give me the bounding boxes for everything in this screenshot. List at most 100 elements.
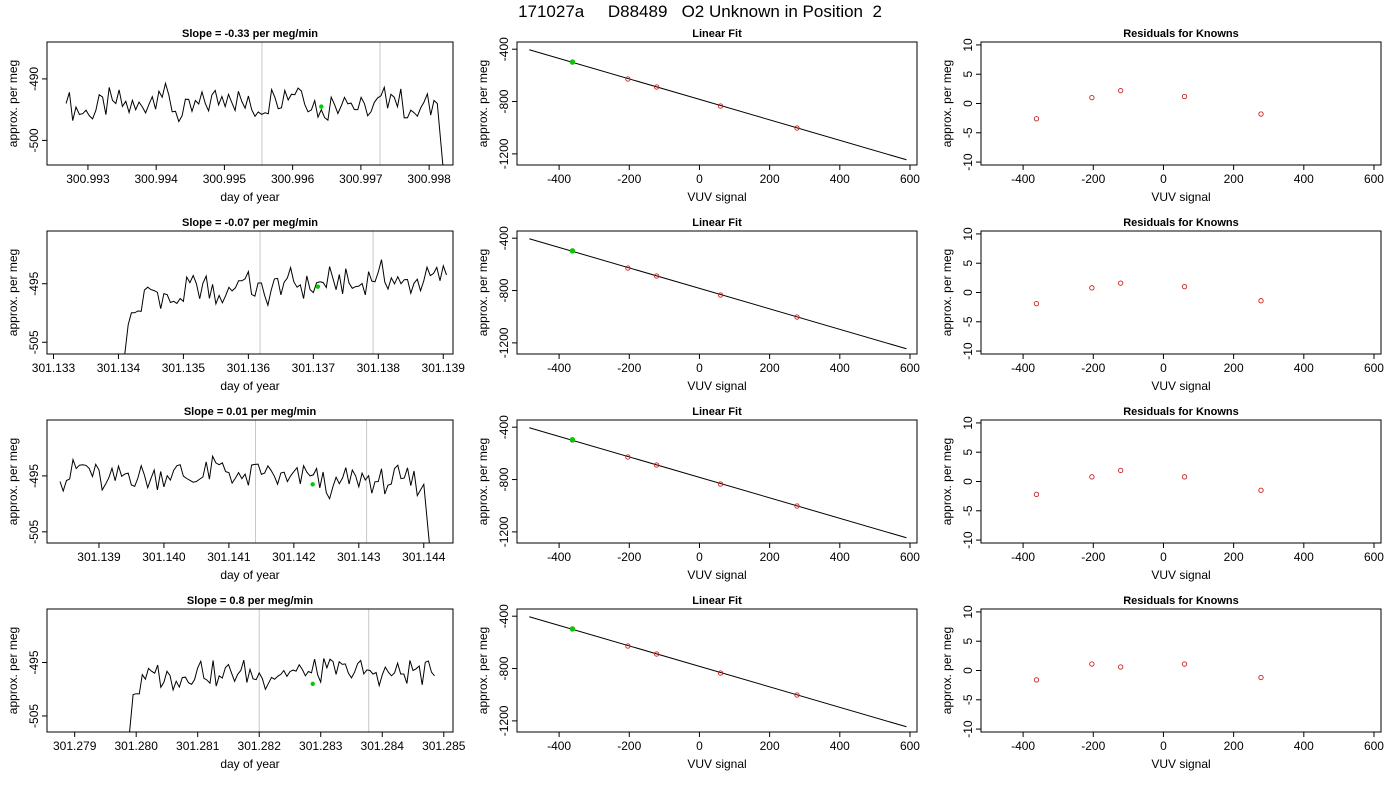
x-tick-label: -200: [617, 739, 641, 753]
plot-data: [1033, 661, 1264, 683]
x-tick-label: 200: [1224, 550, 1244, 564]
x-tick-label: 301.139: [422, 361, 466, 375]
y-tick-label: -1200: [497, 138, 511, 169]
y-axis-label: approx. per meg: [940, 60, 954, 147]
y-axis-label: approx. per meg: [476, 627, 490, 714]
time-series-line: [65, 81, 444, 165]
unknown-point: [569, 626, 576, 632]
known-point: [653, 273, 660, 279]
chart-title: Slope = -0.07 per meg/min: [182, 217, 318, 229]
x-tick-label: 0: [696, 172, 703, 186]
x-tick-label: -400: [1011, 550, 1035, 564]
x-axis-label: VUV signal: [1151, 190, 1210, 204]
x-tick-label: 200: [760, 172, 780, 186]
x-tick-label: 0: [1160, 739, 1167, 753]
y-tick-label: 0: [961, 100, 975, 107]
x-tick-label: 301.284: [361, 739, 405, 753]
x-tick-label: 301.281: [176, 739, 220, 753]
plot-frame: [46, 230, 454, 355]
y-tick-label: -505: [27, 330, 41, 354]
x-tick-label: 300.996: [271, 172, 315, 186]
plot-frame: [516, 230, 918, 355]
x-tick-label: 301.285: [422, 739, 466, 753]
residual-point: [1089, 661, 1095, 667]
y-axis-label: approx. per meg: [476, 249, 490, 336]
y-tick-label: -400: [497, 37, 511, 61]
residual-point: [1258, 111, 1264, 117]
x-axis-label: VUV signal: [1151, 379, 1210, 393]
x-axis-label: VUV signal: [687, 757, 746, 771]
y-tick-label: 5: [961, 260, 975, 267]
y-tick-label: -495: [27, 271, 41, 295]
x-tick-label: 400: [830, 739, 850, 753]
known-point: [717, 481, 724, 487]
y-tick-label: 10: [961, 605, 975, 619]
chart-title: Linear Fit: [692, 406, 742, 418]
chart-title: Slope = -0.33 per meg/min: [182, 28, 318, 40]
x-tick-label: -200: [1081, 361, 1105, 375]
x-tick-label: 400: [830, 361, 850, 375]
x-tick-label: 600: [1364, 550, 1384, 564]
y-axis-label: approx. per meg: [940, 249, 954, 336]
plot-data: [1033, 87, 1264, 122]
x-tick-label: 301.142: [272, 550, 316, 564]
plot-frame: [980, 419, 1382, 544]
residual-point: [1181, 661, 1188, 667]
residual-point: [1258, 674, 1264, 681]
x-tick-label: 600: [1364, 172, 1384, 186]
plot-data: [529, 616, 907, 728]
plot-data: [529, 49, 907, 161]
y-axis-label: approx. per meg: [6, 60, 20, 147]
chart-panel-residuals-1: Residuals for Knowns -400 -200 0 200 400 600 10…: [940, 217, 1384, 393]
fit-line: [529, 427, 907, 539]
plot-frame: [46, 608, 454, 733]
residual-point: [1117, 664, 1124, 670]
x-axis-label: VUV signal: [1151, 568, 1210, 582]
green-marker-point: [310, 482, 315, 487]
y-tick-label: -10: [961, 531, 975, 549]
residual-point: [1033, 300, 1040, 307]
x-tick-label: -400: [547, 361, 571, 375]
y-tick-label: 10: [961, 227, 975, 241]
residual-point: [1033, 116, 1040, 122]
x-tick-label: 300.998: [407, 172, 451, 186]
x-tick-label: 600: [900, 550, 920, 564]
green-marker-point: [310, 681, 315, 687]
y-tick-label: -10: [961, 153, 975, 171]
known-point: [653, 84, 660, 90]
x-tick-label: -200: [1081, 172, 1105, 186]
chart-panel-linear_fit-2: Linear Fit -400 -200 0 200 400 600 -400 -800 -120…: [476, 406, 920, 582]
x-tick-label: 301.133: [32, 361, 76, 375]
x-tick-label: 400: [1294, 550, 1314, 564]
y-tick-label: -400: [497, 415, 511, 439]
y-tick-label: -1200: [497, 516, 511, 547]
y-tick-label: 5: [961, 71, 975, 78]
residual-point: [1089, 285, 1095, 291]
x-axis-label: day of year: [220, 190, 279, 204]
residual-point: [1117, 87, 1124, 94]
x-axis-label: day of year: [220, 379, 279, 393]
x-tick-label: 300.995: [203, 172, 247, 186]
chart-panel-residuals-3: Residuals for Knowns -400 -200 0 200 400 600 10…: [940, 595, 1384, 771]
known-point: [625, 265, 631, 271]
y-axis-label: approx. per meg: [940, 438, 954, 525]
x-tick-label: -400: [547, 172, 571, 186]
plot-frame: [46, 419, 454, 544]
x-tick-label: 200: [1224, 172, 1244, 186]
known-point: [794, 125, 800, 131]
y-tick-label: -800: [497, 656, 511, 680]
x-tick-label: 400: [1294, 361, 1314, 375]
y-tick-label: -800: [497, 467, 511, 491]
fit-line: [529, 49, 907, 161]
x-tick-label: 301.143: [337, 550, 381, 564]
unknown-point: [569, 59, 576, 65]
residual-point: [1089, 474, 1095, 480]
chart-panel-linear_fit-0: Linear Fit -400 -200 0 200 400 600 -400 -800 -120…: [476, 28, 920, 204]
x-tick-label: 400: [1294, 739, 1314, 753]
x-tick-label: 301.136: [227, 361, 271, 375]
y-axis-label: approx. per meg: [476, 60, 490, 147]
x-tick-label: -400: [547, 739, 571, 753]
fit-line: [529, 238, 907, 350]
x-tick-label: 300.997: [339, 172, 383, 186]
